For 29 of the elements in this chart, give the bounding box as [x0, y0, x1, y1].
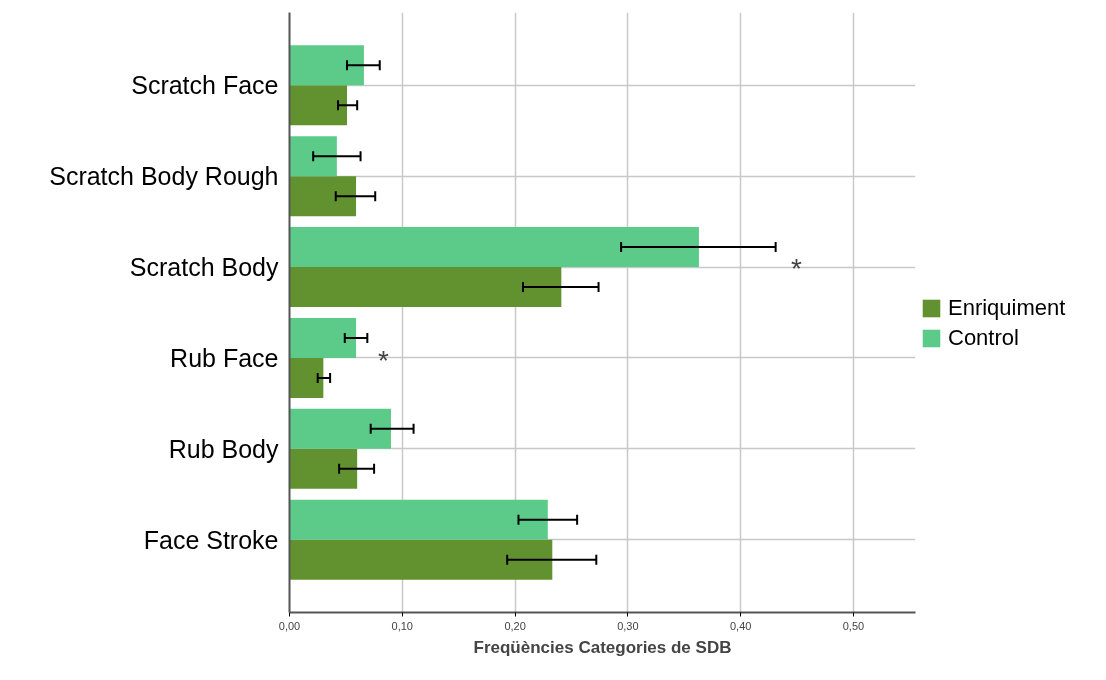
- y-tick-label: Face Stroke: [143, 525, 279, 554]
- y-tick-label: Scratch Body: [129, 253, 279, 282]
- bar: [289, 448, 358, 489]
- legend-label: Enriquiment: [948, 294, 1066, 321]
- y-tick-label: Rub Body: [168, 434, 279, 463]
- bar: [289, 136, 337, 177]
- x-tick-label: 0,30: [617, 619, 639, 632]
- y-tick-label: Scratch Body Rough: [49, 162, 279, 191]
- annotation: *: [791, 253, 803, 284]
- bar: [289, 267, 562, 308]
- bar: [289, 85, 348, 126]
- y-tick-label: Scratch Face: [131, 71, 279, 100]
- x-tick-label: 0,40: [729, 619, 752, 632]
- bar: [289, 539, 553, 580]
- x-tick-label: 0,00: [278, 619, 301, 632]
- x-tick-label: 0,10: [391, 619, 414, 632]
- bar: [289, 317, 357, 358]
- bar: [289, 176, 357, 217]
- bar: [289, 499, 548, 540]
- bar: [289, 45, 364, 86]
- x-axis-title: Freqüències Categories de SDB: [473, 637, 732, 657]
- x-tick-label: 0,50: [842, 619, 865, 632]
- bar: [289, 227, 699, 268]
- x-tick-label: 0,20: [504, 619, 526, 632]
- annotation: *: [378, 345, 390, 376]
- bar: [289, 357, 324, 398]
- y-tick-label: Rub Face: [170, 343, 279, 372]
- legend-label: Control: [948, 324, 1019, 351]
- bar: [289, 408, 392, 449]
